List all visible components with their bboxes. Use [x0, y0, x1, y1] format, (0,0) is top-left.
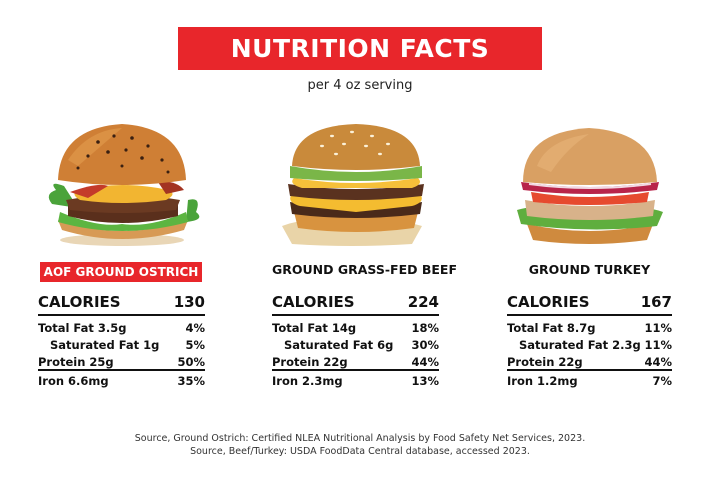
total-fat-row: Total Fat 14g 18% [272, 320, 439, 337]
row-label: Saturated Fat 2.3g [519, 338, 641, 352]
page-subtitle: per 4 oz serving [307, 78, 413, 93]
row-label: Protein 25g [38, 355, 114, 369]
row-label: Total Fat 3.5g [38, 321, 127, 335]
nutrition-table: CALORIES 130 Total Fat 3.5g 4% Saturated… [38, 293, 205, 390]
row-value: 4% [185, 321, 205, 335]
total-fat-row: Total Fat 8.7g 11% [507, 320, 672, 337]
row-label: Saturated Fat 6g [284, 338, 394, 352]
calories-label: CALORIES [507, 293, 590, 311]
calories-label: CALORIES [38, 293, 121, 311]
source-line-beef-turkey: Source, Beef/Turkey: USDA FoodData Centr… [190, 446, 530, 457]
product-card-beef: GROUND GRASS-FED BEEF CALORIES 224 Total… [272, 0, 457, 400]
row-value: 11% [644, 321, 672, 335]
row-value: 50% [177, 355, 205, 369]
turkey-burger-image [517, 128, 663, 244]
protein-row: Protein 25g 50% [38, 354, 205, 371]
ostrich-burger-image [48, 124, 200, 246]
row-label: Iron 6.6mg [38, 374, 109, 388]
saturated-fat-row: Saturated Fat 1g 5% [38, 337, 205, 354]
row-label: Iron 1.2mg [507, 374, 578, 388]
iron-row: Iron 1.2mg 7% [507, 373, 672, 390]
saturated-fat-row: Saturated Fat 2.3g 11% [507, 337, 672, 354]
row-value: 11% [644, 338, 672, 352]
product-name: AOF GROUND OSTRICH [40, 262, 202, 282]
protein-row: Protein 22g 44% [272, 354, 439, 371]
row-label: Iron 2.3mg [272, 374, 343, 388]
product-card-turkey: GROUND TURKEY CALORIES 167 Total Fat 8.7… [507, 0, 672, 400]
row-value: 18% [411, 321, 439, 335]
row-value: 13% [411, 374, 439, 388]
iron-row: Iron 2.3mg 13% [272, 373, 439, 390]
row-label: Saturated Fat 1g [50, 338, 160, 352]
source-note: Source, Ground Ostrich: Certified NLEA N… [0, 432, 720, 458]
saturated-fat-row: Saturated Fat 6g 30% [272, 337, 439, 354]
page-title: NUTRITION FACTS [230, 34, 490, 63]
calories-value: 224 [407, 293, 439, 311]
row-label: Protein 22g [507, 355, 583, 369]
source-line-ostrich: Source, Ground Ostrich: Certified NLEA N… [134, 433, 586, 444]
calories-value: 130 [173, 293, 205, 311]
calories-label: CALORIES [272, 293, 355, 311]
row-value: 35% [177, 374, 205, 388]
product-name: GROUND GRASS-FED BEEF [272, 262, 457, 277]
calories-row: CALORIES 167 [507, 293, 672, 316]
nutrition-table: CALORIES 167 Total Fat 8.7g 11% Saturate… [507, 293, 672, 390]
product-card-ostrich: AOF GROUND OSTRICH CALORIES 130 Total Fa… [38, 0, 205, 400]
iron-row: Iron 6.6mg 35% [38, 373, 205, 390]
row-label: Protein 22g [272, 355, 348, 369]
row-value: 7% [652, 374, 672, 388]
calories-row: CALORIES 130 [38, 293, 205, 316]
title-banner: NUTRITION FACTS [178, 27, 542, 70]
protein-row: Protein 22g 44% [507, 354, 672, 371]
calories-row: CALORIES 224 [272, 293, 439, 316]
nutrition-table: CALORIES 224 Total Fat 14g 18% Saturated… [272, 293, 439, 390]
row-value: 30% [411, 338, 439, 352]
total-fat-row: Total Fat 3.5g 4% [38, 320, 205, 337]
calories-value: 167 [640, 293, 672, 311]
beef-burger-image [282, 124, 424, 246]
row-value: 44% [644, 355, 672, 369]
product-name: GROUND TURKEY [528, 262, 651, 277]
row-label: Total Fat 14g [272, 321, 357, 335]
row-value: 44% [411, 355, 439, 369]
row-label: Total Fat 8.7g [507, 321, 596, 335]
row-value: 5% [185, 338, 205, 352]
